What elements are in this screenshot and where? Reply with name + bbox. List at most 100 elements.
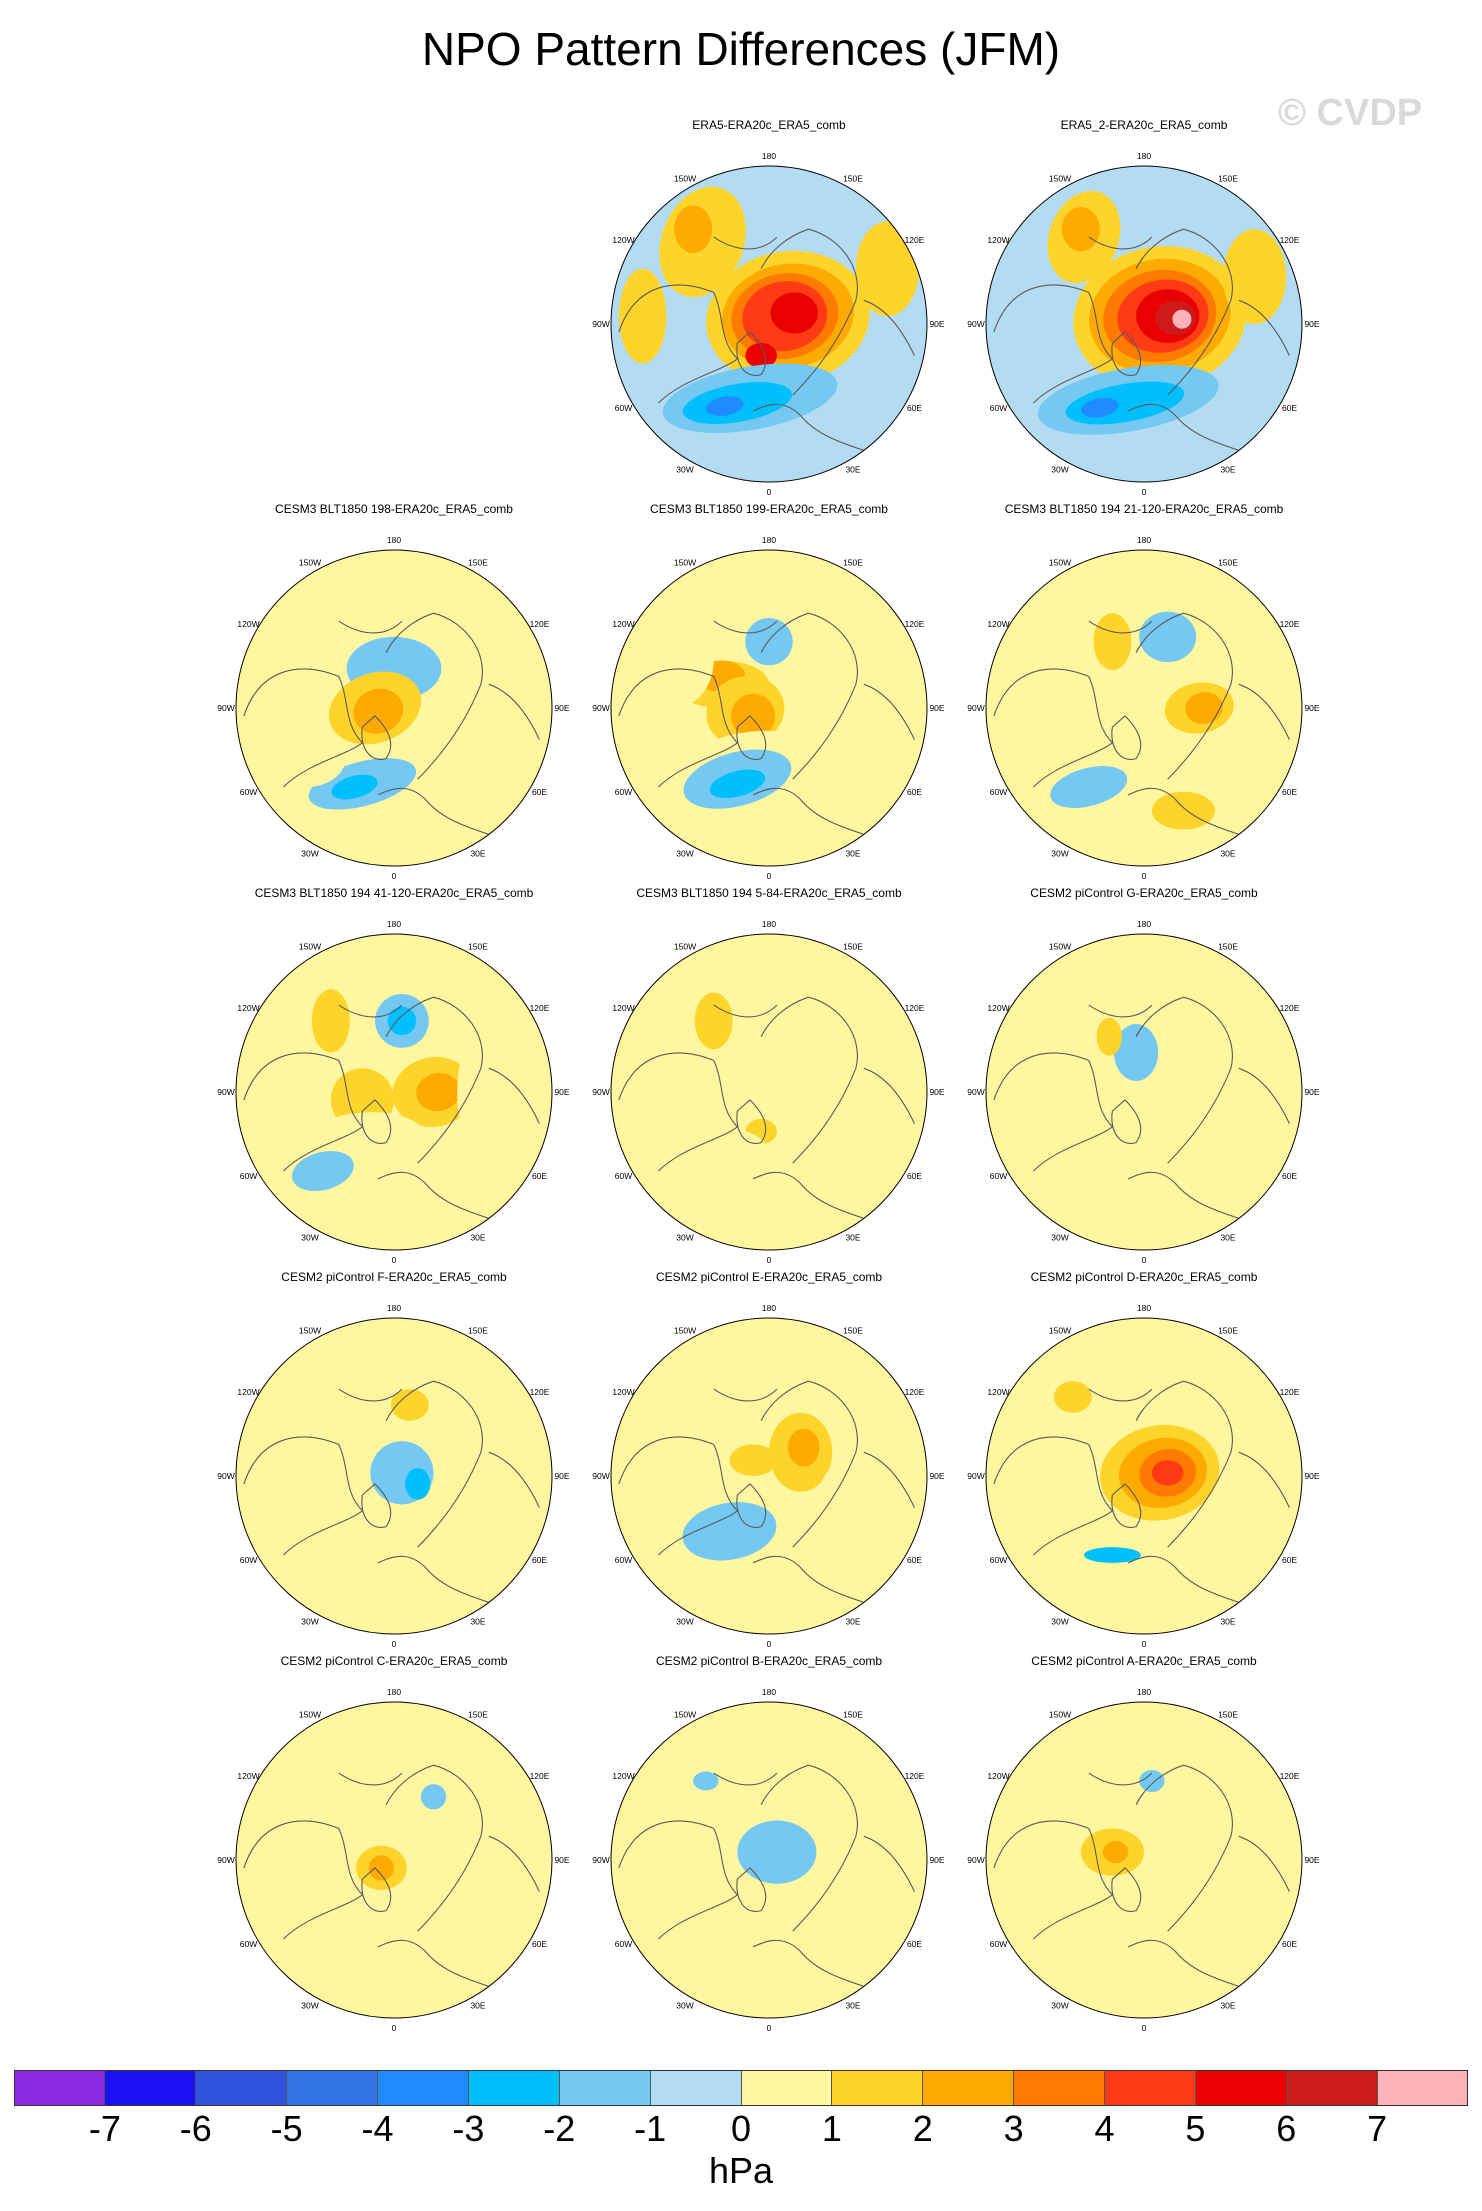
contour-region <box>1081 397 1119 418</box>
map-border <box>985 549 1303 867</box>
longitude-label: 0 <box>1142 871 1147 881</box>
longitude-label: 120E <box>530 1771 550 1781</box>
longitude-label: 120E <box>905 1003 925 1013</box>
longitude-label: 150W <box>299 558 321 568</box>
polar-map: 180 150E 120E 90E 60E 30E 0 30W 60W 90W 120W 150W <box>592 151 945 497</box>
longitude-label: 30W <box>1051 2001 1068 2011</box>
longitude-label: 30E <box>1220 465 1235 475</box>
contour-region <box>1172 309 1192 329</box>
polar-map: 180 150E 120E 90E 60E 30E 0 30W 60W 90W 120W 150W <box>592 535 945 881</box>
coastline <box>338 1004 403 1018</box>
map-border <box>985 933 1303 1251</box>
contour-region <box>1033 1107 1097 1187</box>
coastline <box>713 1004 778 1018</box>
coastline <box>243 1436 364 1556</box>
polar-map: 180 150E 120E 90E 60E 30E 0 30W 60W 90W 120W 150W <box>967 1303 1320 1649</box>
longitude-label: 120E <box>905 235 925 245</box>
longitude-label: 150W <box>674 942 696 952</box>
coastline <box>713 1388 778 1402</box>
longitude-label: 120E <box>1280 235 1300 245</box>
map-border <box>235 1701 553 2019</box>
polar-map: 180 150E 120E 90E 60E 30E 0 30W 60W 90W 120W 150W <box>217 535 570 881</box>
coastline <box>863 1835 915 1892</box>
contour-region <box>307 1539 402 1587</box>
longitude-label: 180 <box>762 919 776 929</box>
contour-region <box>311 989 350 1053</box>
contour-region <box>420 1784 447 1810</box>
coastline <box>713 620 778 634</box>
longitude-label: 0 <box>767 2023 772 2033</box>
panel-title: CESM3 BLT1850 194 5-84-ERA20c_ERA5_comb <box>636 886 902 900</box>
longitude-label: 150E <box>468 1710 488 1720</box>
polar-map: 180 150E 120E 90E 60E 30E 0 30W 60W 90W 120W 150W <box>217 1303 570 1649</box>
longitude-label: 30W <box>1051 465 1068 475</box>
map-panel: CESM3 BLT1850 198-ERA20c_ERA5_comb 180 150… <box>208 502 580 887</box>
contour-region <box>1096 1017 1122 1056</box>
contour-region <box>706 396 744 417</box>
longitude-label: 150E <box>1218 1326 1238 1336</box>
map-border <box>985 165 1303 483</box>
panel-title: ERA5-ERA20c_ERA5_comb <box>692 118 846 132</box>
coastline <box>736 715 767 760</box>
longitude-label: 180 <box>1137 1687 1151 1697</box>
map-border <box>610 549 928 867</box>
contour-region <box>693 1771 719 1791</box>
longitude-label: 60W <box>240 787 257 797</box>
coastline <box>243 1052 364 1172</box>
coastline <box>1135 612 1233 780</box>
colorbar-tick-label: 7 <box>1367 2108 1388 2149</box>
panel-title: CESM3 BLT1850 194 41-120-ERA20c_ERA5_com… <box>254 886 534 900</box>
coastline <box>618 1820 739 1940</box>
coastline <box>1088 1388 1153 1402</box>
longitude-label: 30E <box>470 1233 485 1243</box>
contour-region <box>387 1006 417 1036</box>
coastline <box>752 787 864 835</box>
coastline <box>736 1099 767 1144</box>
longitude-label: 90W <box>592 1471 609 1481</box>
coastline <box>1111 1483 1142 1528</box>
contour-region <box>694 992 733 1050</box>
longitude-label: 0 <box>767 487 772 497</box>
colorbar-tick-label: -3 <box>452 2108 485 2149</box>
longitude-label: 60E <box>907 1555 922 1565</box>
contour-region <box>1083 1547 1141 1563</box>
longitude-label: 90W <box>217 1471 234 1481</box>
coastline <box>361 1099 392 1144</box>
coastline <box>361 1483 392 1528</box>
coastline <box>377 1171 489 1219</box>
longitude-label: 120W <box>612 235 634 245</box>
longitude-label: 90W <box>592 1087 609 1097</box>
longitude-label: 30W <box>301 2001 318 2011</box>
map-panel: CESM2 piControl G-ERA20c_ERA5_comb 180 150… <box>958 886 1330 1271</box>
map-border <box>985 1701 1303 2019</box>
coastline <box>760 996 858 1164</box>
coastline <box>1111 1099 1142 1144</box>
coastline <box>1238 299 1290 356</box>
coastline <box>243 668 364 788</box>
colorbar-tick-label: -1 <box>634 2108 667 2149</box>
coastline <box>1127 1939 1239 1987</box>
longitude-label: 60E <box>532 1555 547 1565</box>
colorbar-swatch <box>104 2070 196 2106</box>
colorbar-swatch <box>1378 2070 1468 2106</box>
map-panel: CESM2 piControl F-ERA20c_ERA5_comb 180 150… <box>208 1270 580 1655</box>
longitude-label: 150W <box>674 558 696 568</box>
longitude-label: 60E <box>907 403 922 413</box>
polar-map: 180 150E 120E 90E 60E 30E 0 30W 60W 90W 120W 150W <box>217 919 570 1265</box>
longitude-label: 120W <box>987 619 1009 629</box>
colorbar-tick-label: -7 <box>88 2108 121 2149</box>
longitude-label: 90W <box>592 1855 609 1865</box>
longitude-label: 90E <box>929 1087 944 1097</box>
map-border <box>610 165 928 483</box>
longitude-label: 180 <box>762 1303 776 1313</box>
longitude-label: 180 <box>1137 919 1151 929</box>
coastline <box>1088 620 1153 634</box>
colorbar-swatch <box>468 2070 560 2106</box>
contour-region <box>1050 766 1128 808</box>
longitude-label: 90W <box>592 319 609 329</box>
contour-region <box>729 1444 777 1476</box>
colorbar-unit-label: hPa <box>708 2150 774 2191</box>
coastline <box>760 228 858 396</box>
coastline <box>1238 683 1290 740</box>
polar-map: 180 150E 120E 90E 60E 30E 0 30W 60W 90W 120W 150W <box>217 1687 570 2033</box>
